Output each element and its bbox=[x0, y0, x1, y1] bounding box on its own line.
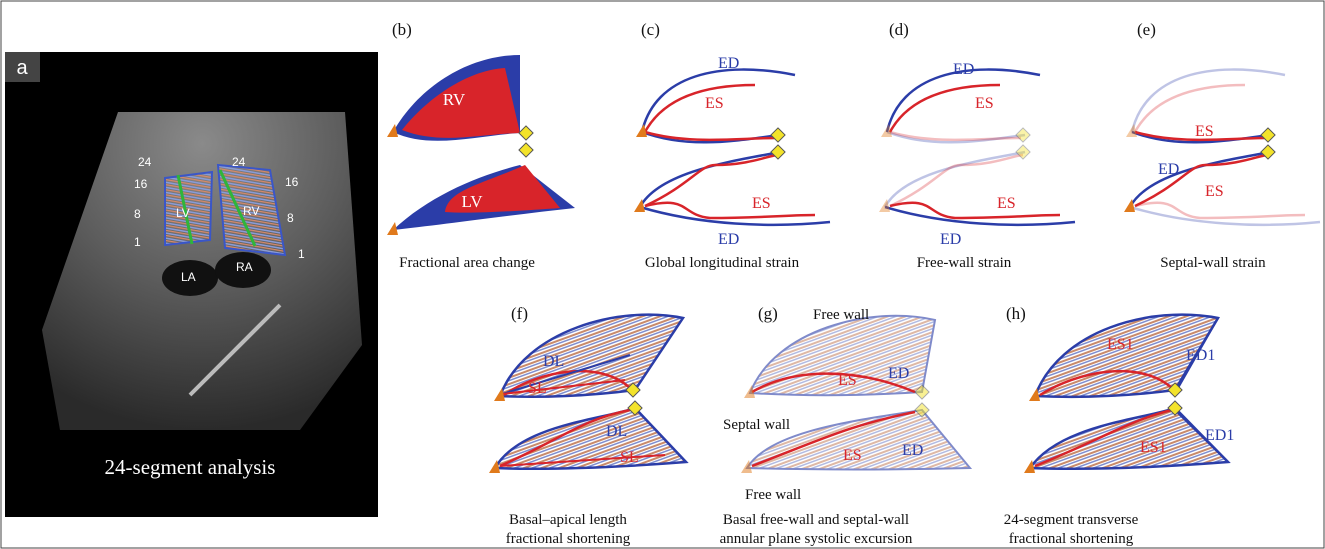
label: 24-segment transverse bbox=[1004, 512, 1139, 528]
contour bbox=[887, 70, 1040, 132]
label: RA bbox=[236, 260, 253, 274]
marker bbox=[519, 126, 533, 140]
marker bbox=[881, 124, 892, 137]
label: RV bbox=[443, 90, 466, 109]
label: DL bbox=[606, 423, 627, 440]
label: Septal wall bbox=[723, 417, 790, 433]
group bbox=[885, 70, 1075, 225]
label: ED1 bbox=[1186, 347, 1215, 364]
label: Basal free-wall and septal-wall bbox=[723, 512, 909, 528]
label: 24 bbox=[232, 155, 246, 169]
label: ED1 bbox=[1205, 427, 1234, 444]
label: LV bbox=[176, 206, 190, 220]
marker bbox=[1126, 124, 1137, 137]
label: ED bbox=[953, 61, 974, 78]
label: 8 bbox=[134, 207, 141, 221]
label: (h) bbox=[1006, 304, 1026, 323]
contour bbox=[1030, 408, 1228, 469]
panel-label: a bbox=[16, 57, 28, 79]
label: ES bbox=[975, 95, 994, 112]
label: (e) bbox=[1137, 20, 1156, 39]
panel-a: a 24 16 8 1 LV 24 16 8 1 RV LA RA 24-seg… bbox=[5, 52, 378, 517]
label: Septal-wall strain bbox=[1160, 255, 1266, 271]
label: ED bbox=[902, 442, 923, 459]
label: ES bbox=[1205, 183, 1224, 200]
label: (d) bbox=[889, 20, 909, 39]
label: 24 bbox=[138, 155, 152, 169]
label: ED bbox=[718, 231, 739, 248]
label: RV bbox=[243, 204, 259, 218]
label: DL bbox=[543, 353, 564, 370]
marker bbox=[387, 222, 398, 235]
label: ES bbox=[752, 195, 771, 212]
label: ED bbox=[888, 365, 909, 382]
panel-g: (g) Free wall ES ED Septal wall ES ED Fr… bbox=[720, 304, 970, 547]
contour bbox=[1135, 155, 1268, 206]
label: ES bbox=[1195, 123, 1214, 140]
panel-h: (h) ES1 ED1 ES1 ED1 24-segment transvers… bbox=[1004, 304, 1235, 547]
label: Global longitudinal strain bbox=[645, 255, 800, 271]
label: Free wall bbox=[745, 487, 801, 503]
label: SL bbox=[620, 449, 639, 466]
label: ES bbox=[838, 372, 857, 389]
label: ED bbox=[1158, 161, 1179, 178]
label: (b) bbox=[392, 20, 412, 39]
figure: a 24 16 8 1 LV 24 16 8 1 RV LA RA 24-seg… bbox=[0, 0, 1325, 549]
panel-c: (c) ED ES ES ED Global longitudinal stra… bbox=[640, 20, 830, 271]
panel-b: (b) RV LV Fractional area change bbox=[392, 20, 575, 271]
label: SL bbox=[528, 380, 547, 397]
label: 1 bbox=[298, 247, 305, 261]
label: ES bbox=[705, 95, 724, 112]
label: 16 bbox=[134, 177, 148, 191]
label: ED bbox=[940, 231, 961, 248]
label: annular plane systolic excursion bbox=[720, 531, 913, 547]
label: (c) bbox=[641, 20, 660, 39]
label: Free-wall strain bbox=[917, 255, 1012, 271]
label: ED bbox=[718, 55, 739, 72]
marker bbox=[771, 128, 785, 142]
label: fractional shortening bbox=[1009, 531, 1134, 547]
label: (g) bbox=[758, 304, 778, 323]
label: 24-segment analysis bbox=[105, 455, 276, 479]
label: 8 bbox=[287, 211, 294, 225]
marker bbox=[519, 143, 533, 157]
label: ES bbox=[843, 447, 862, 464]
label: ES1 bbox=[1107, 336, 1134, 353]
panel-e: (e) ES ED ES Septal-wall strain bbox=[1130, 20, 1320, 271]
panel-d: (d) ED ES ES ED Free-wall strain bbox=[885, 20, 1075, 271]
group bbox=[1130, 70, 1320, 225]
marker bbox=[387, 124, 398, 137]
label: Free wall bbox=[813, 307, 869, 323]
label: 16 bbox=[285, 175, 299, 189]
label: LV bbox=[461, 192, 483, 211]
label: LA bbox=[181, 270, 196, 284]
marker bbox=[1016, 128, 1030, 142]
label: fractional shortening bbox=[506, 531, 631, 547]
marker bbox=[1261, 128, 1275, 142]
label: ES bbox=[997, 195, 1016, 212]
contour bbox=[1135, 85, 1245, 132]
panel-f: (f) DL SL DL SL Basal–apical length frac… bbox=[495, 304, 686, 547]
contour bbox=[645, 85, 755, 132]
label: Basal–apical length bbox=[509, 512, 627, 528]
label: ES1 bbox=[1140, 439, 1167, 456]
label: 1 bbox=[134, 235, 141, 249]
label: (f) bbox=[511, 304, 528, 323]
label: Fractional area change bbox=[399, 255, 535, 271]
marker bbox=[636, 124, 647, 137]
